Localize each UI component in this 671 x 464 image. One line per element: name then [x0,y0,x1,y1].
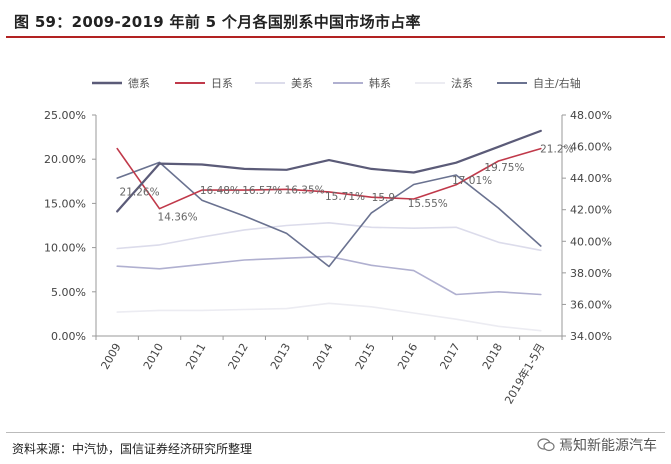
series-line-3 [116,222,542,252]
data-label: 15.9 [372,192,395,204]
x-tick-label: 2009 [99,341,124,372]
series-line-4 [116,255,542,296]
right-tick-label: 34.00% [570,330,612,343]
data-label: 14.36% [158,212,198,224]
x-tick-label: 2017 [437,341,462,372]
x-tick-label: 2010 [141,341,166,372]
x-tick-label: 2018 [480,341,505,372]
legend-label: 法系 [451,76,473,90]
left-tick-label: 5.00% [51,286,86,299]
watermark: 焉知新能源汽车 [537,435,657,455]
x-tick-label: 2015 [353,341,378,372]
data-label: 19.75% [484,162,524,174]
x-tick-label: 2019年1-5月 [501,341,547,407]
page-title: 图 59：2009-2019 年前 5 个月各国别系中国市场市占率 [14,13,421,31]
source-note: 资料来源：中汽协，国信证券经济研究所整理 [12,442,253,456]
right-tick-label: 40.00% [570,235,612,248]
data-label: 16.48% [200,185,240,197]
left-tick-label: 15.00% [44,197,86,210]
right-tick-label: 36.00% [570,298,612,311]
data-label: 21.26% [120,187,160,199]
left-tick-label: 10.00% [44,242,86,255]
series-line-6 [116,161,542,268]
legend-label: 韩系 [369,76,391,90]
legend-label: 美系 [291,77,313,90]
x-tick-label: 2012 [226,341,251,372]
legend-label: 自主/右轴 [533,76,581,90]
title-bar: 图 59：2009-2019 年前 5 个月各国别系中国市场市占率 [6,6,665,38]
left-tick-label: 25.00% [44,109,86,122]
right-tick-label: 42.00% [570,204,612,217]
series-line-2 [116,147,542,210]
left-tick-label: 20.00% [44,153,86,166]
x-tick-label: 2016 [395,341,420,372]
left-tick-label: 0.00% [51,330,86,343]
legend-label: 德系 [128,76,150,90]
x-tick-label: 2011 [183,341,208,372]
legend-label: 日系 [211,77,233,90]
series-line-5 [116,302,542,332]
data-label: 21.2% [540,144,573,156]
right-tick-label: 46.00% [570,141,612,154]
data-label: 15.55% [408,198,448,210]
right-tick-label: 48.00% [570,109,612,122]
x-tick-label: 2013 [268,341,293,372]
footer: 资料来源：中汽协，国信证券经济研究所整理 焉知新能源汽车 [6,432,665,461]
data-label: 16.35% [285,184,325,196]
right-tick-label: 38.00% [570,267,612,280]
right-tick-label: 44.00% [570,172,612,185]
series-line-1 [116,129,542,213]
x-tick-label: 2014 [310,341,335,372]
data-label: 15.71% [325,191,365,203]
watermark-text: 焉知新能源汽车 [559,438,657,454]
data-label: 17.01% [452,175,492,187]
line-chart: 0.00% 5.00% 10.00% 15.00% 20.00% 25.00% 34.00%… [44,76,612,407]
wechat-icon [537,438,555,452]
data-label: 16.57% [242,185,282,197]
